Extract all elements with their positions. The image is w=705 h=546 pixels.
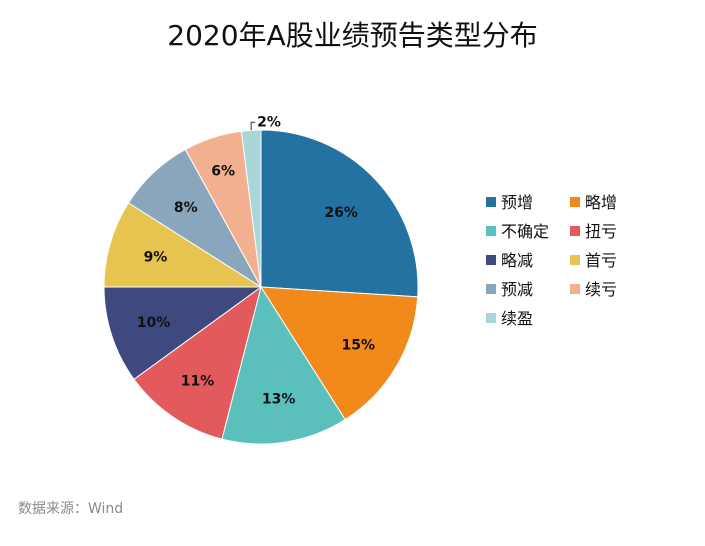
pie-slice-1 (260, 129, 419, 298)
legend-swatch-8 (570, 284, 580, 294)
slice-label-1: 26% (324, 205, 358, 221)
legend-label-3: 不确定 (501, 222, 549, 241)
chart-title: 2020年A股业绩预告类型分布 (167, 19, 538, 52)
legend-swatch-7 (486, 284, 496, 294)
legend-swatch-9 (486, 313, 496, 323)
slice-label-3: 13% (262, 392, 296, 408)
legend-swatch-4 (570, 226, 580, 236)
pie-labels: 26% 15% 13% 11% 10% 9% 8% 6% 2% (137, 114, 375, 407)
pie-slice-2 (260, 286, 419, 421)
slice-label-8: 6% (211, 164, 235, 180)
source-note: 数据来源：Wind (18, 501, 124, 517)
slice-label-2: 15% (342, 338, 376, 354)
slice-label-9: 2% (257, 114, 281, 130)
legend-label-6: 首亏 (585, 251, 617, 270)
pie-slice-6 (103, 202, 263, 288)
legend-swatch-1 (486, 197, 496, 207)
legend-swatch-3 (486, 226, 496, 236)
legend-label-7: 预减 (501, 280, 533, 299)
pie-slices (103, 129, 419, 445)
pie-slice-9 (240, 129, 262, 288)
pie-slice-4 (133, 285, 262, 440)
legend-label-9: 续盈 (501, 309, 533, 328)
legend-swatch-6 (570, 255, 580, 265)
legend-swatch-5 (486, 255, 496, 265)
leader-line (250, 121, 256, 131)
legend-swatch-2 (570, 197, 580, 207)
slice-label-7: 8% (174, 200, 198, 216)
slice-label-5: 10% (137, 315, 171, 331)
pie-slice-3 (221, 285, 346, 445)
legend-label-8: 续亏 (585, 280, 617, 299)
legend-label-4: 扭亏 (585, 222, 617, 241)
legend-label-5: 略减 (501, 251, 533, 270)
slice-label-4: 11% (181, 373, 215, 389)
slice-label-6: 9% (144, 249, 168, 265)
legend-label-1: 预增 (501, 193, 533, 212)
pie-slice-5 (103, 286, 263, 380)
legend-label-2: 略增 (585, 193, 617, 212)
